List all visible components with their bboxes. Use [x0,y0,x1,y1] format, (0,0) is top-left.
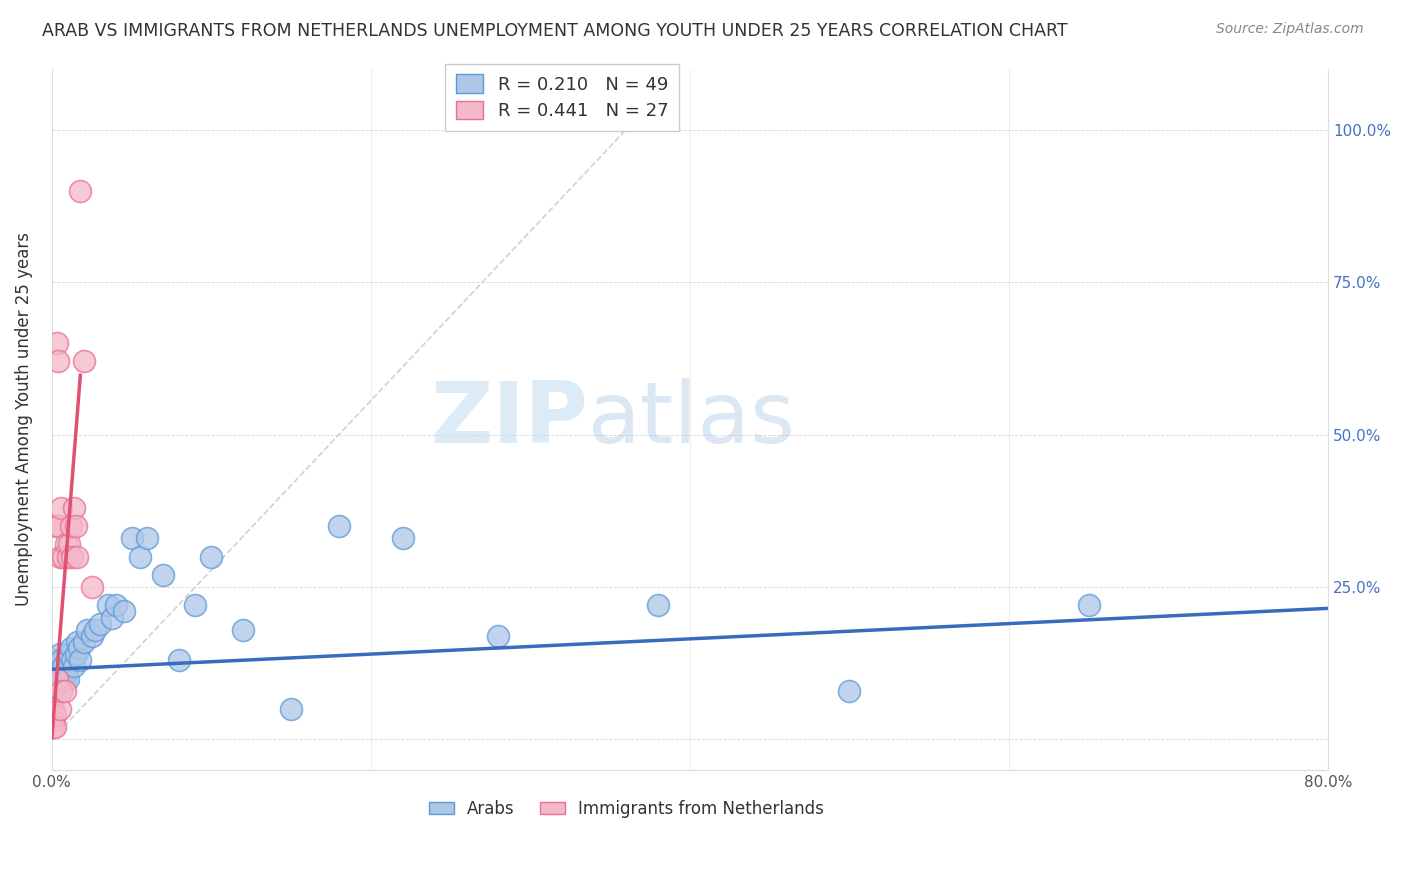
Point [1077,599,1099,613]
Point [42,714,65,729]
Text: ZIP: ZIP [430,377,588,461]
Point [59,519,82,533]
Point [66,549,89,564]
Point [45,677,67,691]
Point [56,672,79,686]
Point [63,500,86,515]
Point [76,623,98,637]
Point [46,672,69,686]
Point [73,635,96,649]
Point [69,184,91,198]
Point [80,580,103,594]
Point [128,549,150,564]
Point [647,599,669,613]
Text: ARAB VS IMMIGRANTS FROM NETHERLANDS UNEMPLOYMENT AMONG YOUTH UNDER 25 YEARS CORR: ARAB VS IMMIGRANTS FROM NETHERLANDS UNEM… [42,22,1067,40]
Point [69,653,91,667]
Point [63,659,86,673]
Text: atlas: atlas [588,377,796,461]
Point [101,610,124,624]
Point [48,549,70,564]
Point [51,500,73,515]
Point [48,665,70,680]
Point [391,531,413,545]
Point [65,647,87,661]
Point [73,354,96,368]
Point [67,640,90,655]
Point [104,599,127,613]
Point [51,683,73,698]
Point [55,665,77,680]
Point [44,653,66,667]
Point [42,720,65,734]
Point [62,549,84,564]
Point [136,531,159,545]
Point [44,672,66,686]
Point [56,549,79,564]
Point [152,567,174,582]
Point [200,549,222,564]
Point [53,683,76,698]
Point [45,336,67,351]
Legend: Arabs, Immigrants from Netherlands: Arabs, Immigrants from Netherlands [422,794,831,825]
Point [83,623,105,637]
Point [42,702,65,716]
Point [48,647,70,661]
Text: Source: ZipAtlas.com: Source: ZipAtlas.com [1216,22,1364,37]
Point [44,720,66,734]
Point [328,519,350,533]
Point [48,702,70,716]
Point [62,653,84,667]
Point [80,629,103,643]
Point [65,519,87,533]
Point [838,683,860,698]
Y-axis label: Unemployment Among Youth under 25 years: Unemployment Among Youth under 25 years [15,232,32,607]
Point [280,702,302,716]
Point [169,653,191,667]
Point [56,653,79,667]
Point [52,659,75,673]
Point [42,683,65,698]
Point [45,665,67,680]
Point [46,659,69,673]
Point [58,647,80,661]
Point [42,659,65,673]
Point [51,653,73,667]
Point [51,672,73,686]
Point [55,537,77,551]
Point [45,672,67,686]
Point [112,604,135,618]
Point [121,531,143,545]
Point [232,623,254,637]
Point [45,519,67,533]
Point [184,599,207,613]
Point [59,640,82,655]
Point [44,708,66,723]
Point [66,635,89,649]
Point [46,519,69,533]
Point [52,549,75,564]
Point [58,537,80,551]
Point [488,629,510,643]
Point [89,616,111,631]
Point [53,672,76,686]
Point [46,354,69,368]
Point [97,599,120,613]
